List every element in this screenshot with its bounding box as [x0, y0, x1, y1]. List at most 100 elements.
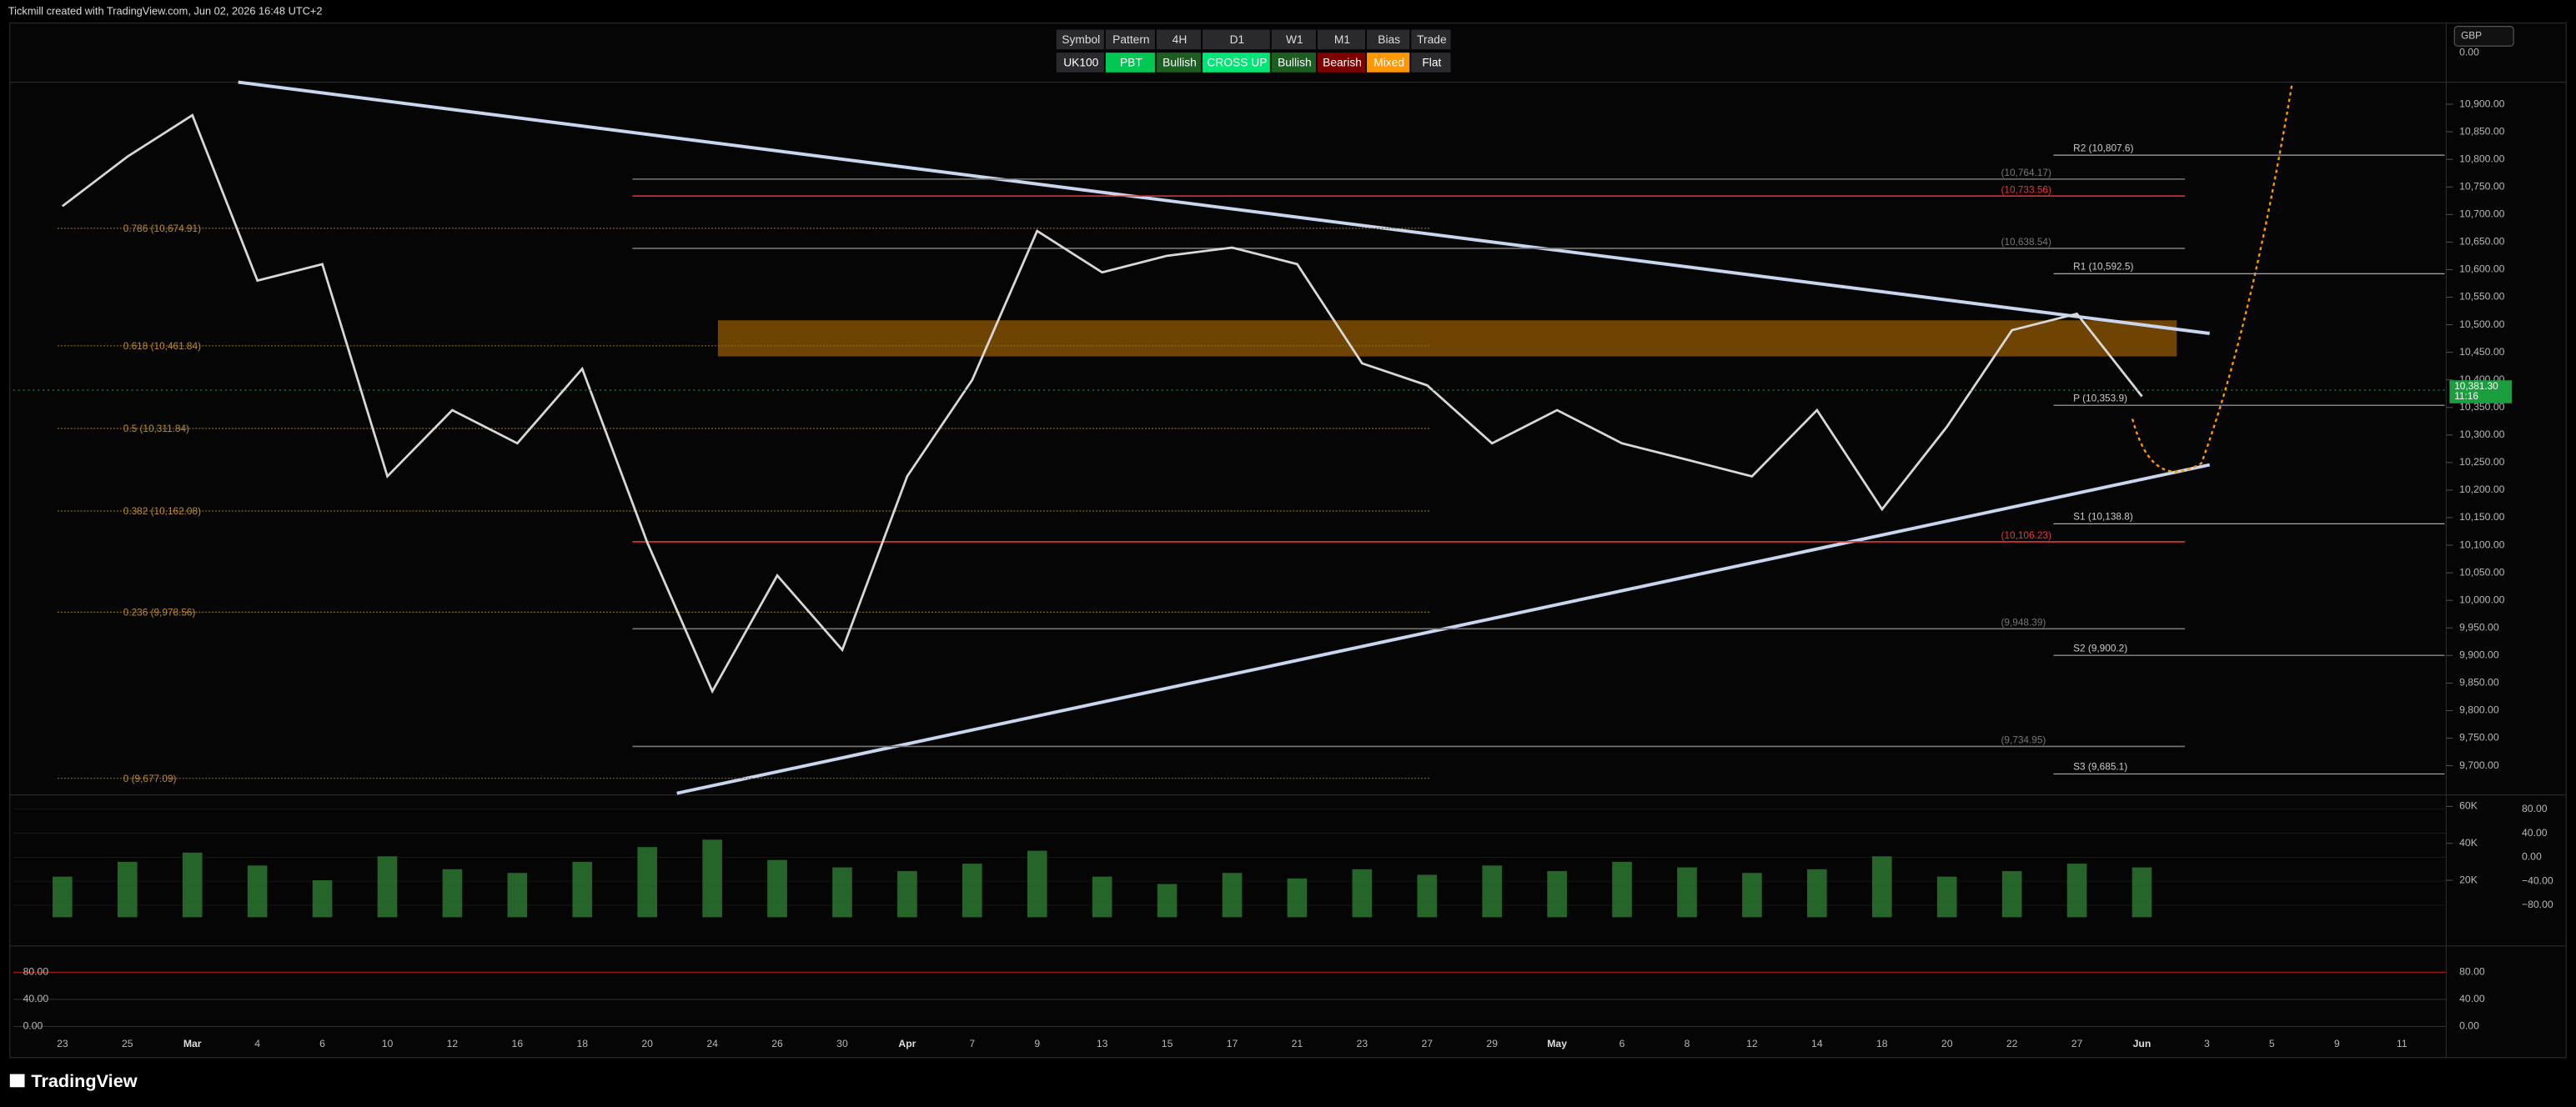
x-tick-label: 14 [1811, 1038, 1823, 1049]
scale-note: 0.00 [2459, 46, 2479, 58]
volume-bar [442, 869, 463, 918]
header-cell [1056, 29, 1104, 50]
level-label: (10,733.56) [2001, 183, 2051, 195]
volume-bar [1807, 869, 1827, 918]
currency[interactable]: GBP [2461, 30, 2482, 42]
currency-box[interactable] [2453, 26, 2514, 47]
y-tick-label: 10,450.00 [2459, 346, 2505, 358]
fib-label: 0.5 (10,311.84) [123, 423, 189, 434]
volume-bar [117, 861, 138, 918]
fib-label: 0.786 (10,674.91) [123, 223, 201, 234]
row-text: Mixed [1373, 57, 1404, 69]
row-text: Flat [1422, 57, 1441, 69]
y-tick-label: 10,550.00 [2459, 291, 2505, 303]
volume-bar [377, 856, 398, 918]
countdown: 11:16 [2454, 390, 2478, 402]
x-tick-label: 6 [1619, 1038, 1625, 1049]
x-tick-label: 29 [1486, 1038, 1498, 1049]
fib-label: 0.382 (10,162.08) [123, 505, 201, 517]
osc-tick-label: 80.00 [23, 966, 49, 978]
row-text: Bearish [1323, 57, 1362, 69]
y-tick-label: 9,700.00 [2459, 759, 2499, 771]
y-tick-label: 10,350.00 [2459, 401, 2505, 413]
x-tick-label: 23 [1357, 1038, 1368, 1049]
fib-label: 0.236 (9,978.56) [123, 606, 196, 618]
y-tick-label: 10,850.00 [2459, 125, 2505, 137]
header-cell [1367, 29, 1410, 50]
row-cell [1271, 53, 1316, 73]
y-tick-label: 9,850.00 [2459, 677, 2499, 689]
x-tick-label: May [1547, 1038, 1567, 1049]
x-tick-label: 16 [512, 1038, 524, 1049]
pivot-label: R2 (10,807.6) [2073, 142, 2133, 153]
volume-tick-label: 40K [2459, 837, 2478, 849]
volume-bar [53, 876, 73, 918]
x-tick-label: 23 [57, 1038, 68, 1049]
x-tick-label: 13 [1097, 1038, 1108, 1049]
volume-bar [1417, 874, 1438, 918]
volume-bar [182, 852, 203, 918]
osc-tick-label: 40.00 [2459, 993, 2485, 1004]
header-cell [1203, 29, 1270, 50]
y-tick-label: 10,100.00 [2459, 538, 2505, 550]
trendline [238, 80, 2210, 335]
x-tick-label: 18 [576, 1038, 588, 1049]
x-tick-label: 6 [319, 1038, 325, 1049]
caption: Tickmill created with TradingView.com, J… [8, 4, 323, 17]
volume-bar [247, 865, 268, 918]
y-tick-label: 10,050.00 [2459, 566, 2505, 578]
volume-bar [2066, 864, 2087, 918]
pivot-label: S1 (10,138.8) [2073, 511, 2133, 523]
y-tick-label: 10,150.00 [2459, 511, 2505, 523]
volume-y2-label: 0.00 [2522, 851, 2542, 863]
osc-tick-label: 80.00 [2459, 966, 2485, 978]
volume-bar [1612, 861, 1632, 918]
osc-tick-label: 0.00 [23, 1020, 43, 1032]
header-text: 4H [1173, 33, 1188, 46]
row-cell [1411, 53, 1451, 73]
volume-bar [1547, 870, 1567, 918]
x-tick-label: 24 [706, 1038, 718, 1049]
x-tick-label: 11 [2397, 1038, 2408, 1049]
x-tick-label: 30 [836, 1038, 848, 1049]
y-tick-label: 10,250.00 [2459, 456, 2505, 468]
header-cell [1105, 29, 1155, 50]
row-text: Bullish [1278, 57, 1312, 69]
volume-bar [507, 873, 528, 918]
x-tick-label: 26 [771, 1038, 783, 1049]
volume-bar [1482, 865, 1503, 918]
price-tag-value: 10,381.30 [2454, 380, 2498, 392]
level-label: (9,948.39) [2001, 617, 2046, 629]
x-tick-label: 27 [2071, 1038, 2083, 1049]
pivot-label: S3 (9,685.1) [2073, 761, 2127, 773]
fib-label: 0 (9,677.09) [123, 773, 177, 784]
x-tick-label: 15 [1162, 1038, 1173, 1049]
volume-bar [832, 867, 852, 918]
x-tick-label: 17 [1227, 1038, 1238, 1049]
y-tick-label: 10,800.00 [2459, 153, 2505, 164]
footer-logo [9, 1074, 25, 1088]
row-cell [1203, 53, 1270, 73]
resistance-zone [717, 320, 2177, 357]
volume-bar [2001, 870, 2022, 918]
x-tick-label: 25 [122, 1038, 133, 1049]
volume-bar [897, 870, 917, 918]
x-tick-label: 20 [641, 1038, 653, 1049]
pivot-label: R1 (10,592.5) [2073, 261, 2133, 273]
row-cell [1156, 53, 1202, 73]
osc-tick-label: 0.00 [2459, 1020, 2479, 1032]
volume-bar [1027, 850, 1047, 918]
fib-label: 0.618 (10,461.84) [123, 340, 201, 352]
volume-y2-label: 40.00 [2522, 827, 2548, 839]
header-text: Trade [1417, 33, 1447, 46]
volume-bar [572, 861, 593, 918]
x-tick-label: 18 [1876, 1038, 1888, 1049]
volume-y2-label: 80.00 [2522, 803, 2548, 814]
status-table: Symbol UK100 Pattern PBT 4H Bullish D1 CROSS UP… [1056, 29, 1451, 73]
y-tick-label: 10,300.00 [2459, 428, 2505, 440]
level-label: (10,106.23) [2001, 529, 2051, 541]
y-tick-label: 10,200.00 [2459, 483, 2505, 495]
volume-tick-label: 20K [2459, 874, 2478, 885]
y-tick-label: 10,700.00 [2459, 208, 2505, 220]
row-cell [1317, 53, 1366, 73]
